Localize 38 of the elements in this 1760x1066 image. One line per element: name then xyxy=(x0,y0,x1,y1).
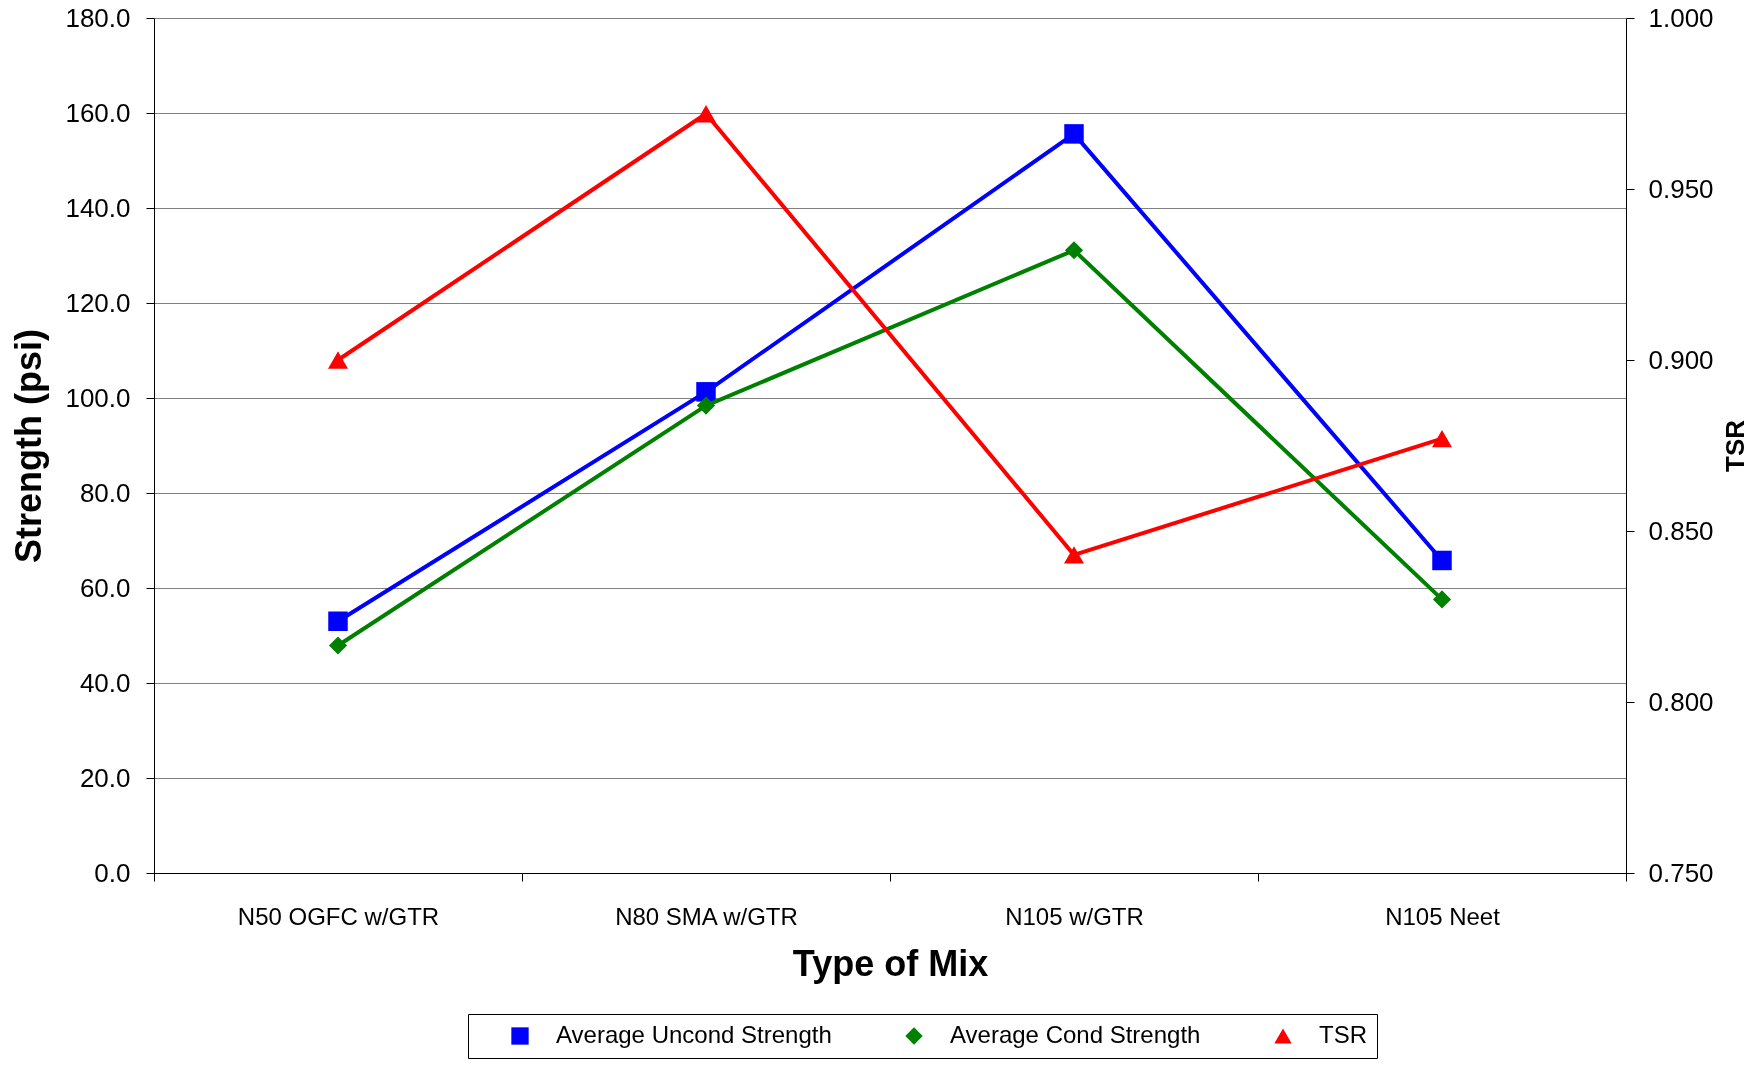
y-tick-label: 100.0 xyxy=(65,382,131,413)
y-tick-label: 60.0 xyxy=(79,572,131,603)
y2-axis-title: TSR xyxy=(1719,419,1750,472)
point xyxy=(1432,430,1452,448)
x-tick-label: N50 OGFC w/GTR xyxy=(237,902,440,930)
y-tick-label: 160.0 xyxy=(65,97,131,128)
y-tick-label: 80.0 xyxy=(79,477,131,508)
point xyxy=(1064,241,1084,260)
y2-tick-label: 0.750 xyxy=(1648,857,1714,888)
point xyxy=(1432,550,1452,571)
y-tick-label: 120.0 xyxy=(65,287,131,318)
y2-tick-label: 0.800 xyxy=(1648,686,1714,717)
y2-tick-label: 1.000 xyxy=(1648,2,1714,33)
x-tick-label: N105 Neet xyxy=(1385,902,1501,930)
y2-tick-label: 0.950 xyxy=(1648,173,1714,204)
y2-tick-label: 0.900 xyxy=(1648,344,1714,375)
legend-label: Average Uncond Strength xyxy=(556,1021,832,1048)
x-tick-label: N105 w/GTR xyxy=(1005,902,1144,930)
point xyxy=(1064,546,1084,564)
point xyxy=(328,351,348,369)
y-tick-label: 140.0 xyxy=(65,192,131,223)
y-axis-title: Strength (psi) xyxy=(8,329,50,563)
x-axis-title: Type of Mix xyxy=(792,942,989,984)
point xyxy=(696,396,716,415)
y-tick-label: 20.0 xyxy=(79,762,131,793)
point xyxy=(1432,590,1452,609)
y-tick-label: 180.0 xyxy=(65,2,131,33)
point xyxy=(1064,124,1084,144)
y-tick-label: 40.0 xyxy=(79,667,131,698)
y2-tick-label: 0.850 xyxy=(1648,515,1714,546)
point xyxy=(696,382,716,402)
legend-label: Average Cond Strength xyxy=(950,1021,1201,1048)
point xyxy=(696,105,716,123)
point xyxy=(328,611,348,631)
x-tick-label: N80 SMA w/GTR xyxy=(615,902,798,930)
point xyxy=(328,636,348,655)
y-tick-label: 0.0 xyxy=(94,857,131,888)
legend-label: TSR xyxy=(1319,1021,1367,1048)
